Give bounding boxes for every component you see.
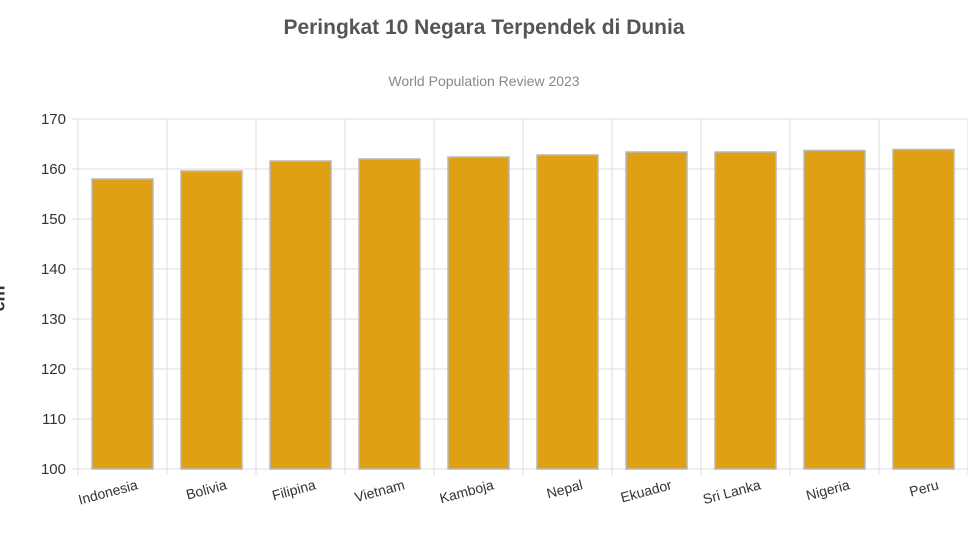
x-axis-ticks: Indonesia Bolivia Filipina Vietnam Kamboja Ne… xyxy=(76,476,940,507)
x-tick-label: Nepal xyxy=(545,476,584,501)
y-tick-label: 110 xyxy=(42,411,66,428)
y-tick-label: 160 xyxy=(41,161,66,178)
bar-indonesia[interactable] xyxy=(91,178,154,470)
y-tick-label: 130 xyxy=(41,311,66,328)
bar-ekuador[interactable] xyxy=(625,151,688,470)
bar-nigeria[interactable] xyxy=(803,149,866,470)
y-tick-label: 100 xyxy=(41,461,66,478)
x-tick-label: Filipina xyxy=(270,476,317,503)
y-axis-ticks: 100 110 120 130 140 150 160 170 xyxy=(41,111,66,478)
x-tick-label: Peru xyxy=(908,476,941,499)
x-tick-label: Ekuador xyxy=(619,476,674,505)
x-tick-label: Sri Lanka xyxy=(701,476,762,507)
y-tick-label: 150 xyxy=(41,211,66,228)
x-tick-label: Indonesia xyxy=(76,476,139,507)
y-tick-label: 120 xyxy=(41,361,66,378)
bar-nepal[interactable] xyxy=(536,154,599,470)
x-tick-label: Bolivia xyxy=(184,476,228,502)
bars xyxy=(91,148,955,470)
bar-filipina[interactable] xyxy=(269,160,332,470)
bar-kamboja[interactable] xyxy=(447,156,510,470)
x-tick-label: Nigeria xyxy=(804,476,851,503)
bar-bolivia[interactable] xyxy=(180,170,243,470)
bar-vietnam[interactable] xyxy=(358,158,421,470)
chart-subtitle: World Population Review 2023 xyxy=(388,73,580,89)
bar-peru[interactable] xyxy=(892,148,955,470)
x-tick-label: Vietnam xyxy=(353,476,407,505)
y-tick-label: 170 xyxy=(41,111,66,128)
y-tick-label: 140 xyxy=(41,261,66,278)
x-tick-label: Kamboja xyxy=(438,476,496,506)
bar-sri-lanka[interactable] xyxy=(714,151,777,470)
chart-title: Peringkat 10 Negara Terpendek di Dunia xyxy=(283,16,685,39)
